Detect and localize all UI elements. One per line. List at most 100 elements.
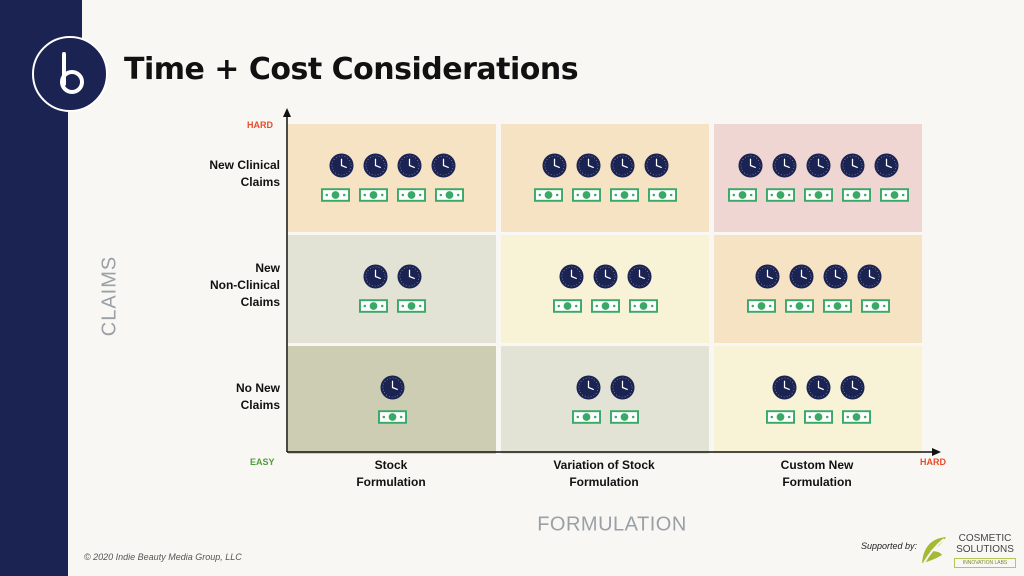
clock-icon bbox=[396, 264, 422, 289]
cost-icons-row bbox=[501, 299, 709, 313]
matrix-cell-r0-c2 bbox=[714, 124, 922, 232]
matrix-cell-r1-c1 bbox=[501, 235, 709, 343]
clock-icon bbox=[362, 153, 388, 178]
clock-icon bbox=[379, 375, 405, 400]
cost-icons-row bbox=[714, 410, 922, 424]
cash-icon bbox=[396, 299, 426, 313]
clock-icon bbox=[396, 153, 422, 178]
sponsor-name: COSMETIC SOLUTIONS bbox=[956, 533, 1014, 555]
x-axis-arrow bbox=[932, 448, 941, 456]
time-icons-row bbox=[714, 264, 922, 289]
cash-icon bbox=[841, 188, 871, 202]
cash-icon bbox=[746, 299, 776, 313]
clock-icon bbox=[643, 153, 669, 178]
clock-icon bbox=[873, 153, 899, 178]
cash-icon bbox=[609, 410, 639, 424]
clock-icon bbox=[592, 264, 618, 289]
clock-icon bbox=[430, 153, 456, 178]
cash-icon bbox=[860, 299, 890, 313]
brand-logo bbox=[32, 36, 108, 112]
cash-icon bbox=[784, 299, 814, 313]
time-icons-row bbox=[288, 264, 496, 289]
cash-icon bbox=[590, 299, 620, 313]
page-title: Time + Cost Considerations bbox=[124, 52, 579, 87]
cost-icons-row bbox=[288, 299, 496, 313]
cost-icons-row bbox=[288, 188, 496, 202]
cash-icon bbox=[765, 188, 795, 202]
matrix-cell-r2-c2 bbox=[714, 346, 922, 454]
clock-icon bbox=[839, 153, 865, 178]
clock-icon bbox=[822, 264, 848, 289]
cost-icons-row bbox=[288, 410, 496, 424]
cash-icon bbox=[803, 188, 833, 202]
matrix-cell-r1-c2 bbox=[714, 235, 922, 343]
clock-icon bbox=[362, 264, 388, 289]
cash-icon bbox=[377, 410, 407, 424]
y-axis-arrow bbox=[283, 108, 291, 117]
cash-icon bbox=[841, 410, 871, 424]
time-icons-row bbox=[288, 153, 496, 178]
time-icons-row bbox=[288, 375, 496, 400]
clock-icon bbox=[856, 264, 882, 289]
matrix-cell-r2-c1 bbox=[501, 346, 709, 454]
x-axis-title: FORMULATION bbox=[537, 513, 687, 536]
clock-icon bbox=[609, 153, 635, 178]
time-icons-row bbox=[714, 153, 922, 178]
cash-icon bbox=[358, 299, 388, 313]
cash-icon bbox=[822, 299, 852, 313]
cash-icon bbox=[434, 188, 464, 202]
supported-by-text: Supported by: bbox=[861, 541, 918, 551]
row-label-non-clinical: New Non-Clinical Claims bbox=[209, 261, 280, 309]
x-axis-hard-label: HARD bbox=[920, 457, 946, 467]
cash-icon bbox=[533, 188, 563, 202]
row-label-clinical: New Clinical Claims bbox=[209, 158, 280, 189]
clock-icon bbox=[788, 264, 814, 289]
cash-icon bbox=[571, 410, 601, 424]
copyright-text: © 2020 Indie Beauty Media Group, LLC bbox=[84, 552, 242, 562]
col-label-custom: Custom New Formulation bbox=[780, 458, 854, 489]
matrix-cell-r2-c0 bbox=[288, 346, 496, 454]
clock-icon bbox=[609, 375, 635, 400]
time-icons-row bbox=[501, 264, 709, 289]
cash-icon bbox=[803, 410, 833, 424]
matrix-cell-r1-c0 bbox=[288, 235, 496, 343]
clock-icon bbox=[626, 264, 652, 289]
col-label-stock: Stock Formulation bbox=[356, 458, 426, 489]
clock-icon bbox=[737, 153, 763, 178]
cash-icon bbox=[609, 188, 639, 202]
clock-icon bbox=[805, 153, 831, 178]
cash-icon bbox=[358, 188, 388, 202]
clock-icon bbox=[541, 153, 567, 178]
cost-icons-row bbox=[501, 188, 709, 202]
clock-icon bbox=[575, 153, 601, 178]
cash-icon bbox=[765, 410, 795, 424]
clock-icon bbox=[328, 153, 354, 178]
time-icons-row bbox=[714, 375, 922, 400]
sponsor-logo-mark bbox=[922, 537, 946, 564]
clock-icon bbox=[805, 375, 831, 400]
cash-icon bbox=[552, 299, 582, 313]
cash-icon bbox=[320, 188, 350, 202]
clock-icon bbox=[575, 375, 601, 400]
cash-icon bbox=[396, 188, 426, 202]
clock-icon bbox=[558, 264, 584, 289]
origin-easy-label: EASY bbox=[250, 457, 275, 467]
cash-icon bbox=[647, 188, 677, 202]
clock-icon bbox=[771, 375, 797, 400]
row-label-no-new: No New Claims bbox=[235, 381, 280, 412]
cash-icon bbox=[879, 188, 909, 202]
matrix-cell-r0-c0 bbox=[288, 124, 496, 232]
cost-icons-row bbox=[501, 410, 709, 424]
matrix-cell-r0-c1 bbox=[501, 124, 709, 232]
clock-icon bbox=[771, 153, 797, 178]
cash-icon bbox=[628, 299, 658, 313]
clock-icon bbox=[754, 264, 780, 289]
cash-icon bbox=[571, 188, 601, 202]
col-label-variation: Variation of Stock Formulation bbox=[553, 458, 655, 489]
clock-icon bbox=[839, 375, 865, 400]
time-icons-row bbox=[501, 375, 709, 400]
cost-icons-row bbox=[714, 299, 922, 313]
cash-icon bbox=[727, 188, 757, 202]
y-axis-title: CLAIMS bbox=[98, 255, 121, 337]
cost-icons-row bbox=[714, 188, 922, 202]
